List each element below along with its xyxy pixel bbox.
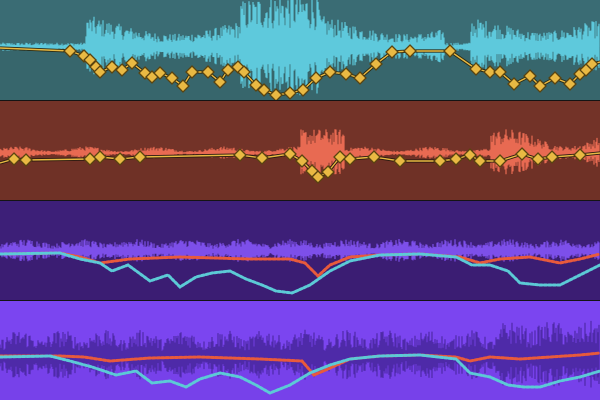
track-1-envelope-node[interactable]: [353, 71, 367, 85]
track-2-envelope-node[interactable]: [7, 152, 21, 166]
track-3-curve-b: [0, 251, 600, 295]
track-1-envelope-node[interactable]: [523, 69, 537, 83]
track-2-envelope-node[interactable]: [433, 154, 447, 168]
track-1-envelope-node[interactable]: [548, 71, 562, 85]
track-1-envelope-node[interactable]: [283, 86, 297, 100]
track-1-envelope-node[interactable]: [63, 44, 77, 58]
track-1-envelope-node[interactable]: [201, 65, 215, 79]
track-1-envelope-node[interactable]: [443, 44, 457, 58]
audio-track-3[interactable]: [0, 200, 600, 300]
track-2-envelope-node[interactable]: [545, 150, 559, 164]
track-2-envelope-node[interactable]: [463, 148, 477, 162]
track-4-curve-a: [0, 351, 600, 377]
track-2-envelope-node[interactable]: [321, 165, 335, 179]
track-1-envelope-node[interactable]: [533, 79, 547, 93]
track-1-envelope-node[interactable]: [309, 71, 323, 85]
track-2-envelope-node[interactable]: [311, 170, 325, 184]
track-1-envelope-node[interactable]: [176, 79, 190, 93]
track-1-envelope-node[interactable]: [563, 77, 577, 91]
track-1-waveform: [0, 0, 600, 97]
track-2-envelope-node[interactable]: [367, 150, 381, 164]
track-2-envelope-node[interactable]: [343, 152, 357, 166]
audio-track-2[interactable]: [0, 100, 600, 200]
track-1-envelope-node[interactable]: [369, 57, 383, 71]
track-2-envelope-node[interactable]: [515, 147, 529, 161]
track-1-canvas: [0, 0, 600, 100]
track-1-envelope-node[interactable]: [257, 83, 271, 97]
track-3-curve-a: [0, 251, 600, 279]
track-4-curve-b: [0, 353, 600, 395]
track-2-canvas: [0, 101, 600, 200]
track-1-envelope-node[interactable]: [213, 75, 227, 89]
track-1-envelope-node[interactable]: [105, 60, 119, 74]
track-1-envelope-node[interactable]: [83, 53, 97, 67]
track-2-envelope-node[interactable]: [573, 148, 587, 162]
track-1-envelope-node[interactable]: [153, 66, 167, 80]
track-2-envelope-node[interactable]: [393, 154, 407, 168]
track-1-envelope-node[interactable]: [249, 78, 263, 92]
track-1-envelope-node[interactable]: [385, 45, 399, 59]
track-1-envelope-node[interactable]: [125, 56, 139, 70]
track-2-envelope-node[interactable]: [473, 154, 487, 168]
track-1-envelope-node[interactable]: [403, 44, 417, 58]
track-1-envelope-node[interactable]: [93, 65, 107, 79]
track-2-envelope-node[interactable]: [449, 152, 463, 166]
track-1-envelope-node[interactable]: [507, 77, 521, 91]
track-1-envelope-node[interactable]: [585, 57, 599, 71]
track-2-envelope-node[interactable]: [333, 150, 347, 164]
track-1-envelope-node[interactable]: [115, 63, 129, 77]
track-2-envelope-line: [0, 152, 600, 178]
track-1-envelope-node[interactable]: [296, 83, 310, 97]
track-2-envelope-node[interactable]: [133, 150, 147, 164]
track-2-envelope-node[interactable]: [19, 153, 33, 167]
track-2-envelope-node[interactable]: [283, 147, 297, 161]
track-2-envelope-node[interactable]: [531, 152, 545, 166]
track-1-envelope-node[interactable]: [185, 65, 199, 79]
track-1-envelope-node[interactable]: [221, 63, 235, 77]
track-1-envelope-node[interactable]: [269, 88, 283, 100]
audio-track-1[interactable]: [0, 0, 600, 100]
track-1-envelope-node[interactable]: [469, 62, 483, 76]
track-3-canvas: [0, 201, 600, 300]
track-1-envelope-node[interactable]: [493, 65, 507, 79]
track-4-canvas: [0, 301, 600, 400]
track-1-envelope-node[interactable]: [165, 71, 179, 85]
track-2-envelope-node[interactable]: [255, 151, 269, 165]
track-1-envelope-node[interactable]: [237, 65, 251, 79]
track-3-waveform: [0, 239, 600, 262]
track-2-envelope-node[interactable]: [113, 152, 127, 166]
track-2-envelope-node[interactable]: [493, 154, 507, 168]
track-1-envelope-node[interactable]: [483, 65, 497, 79]
track-1-envelope-node[interactable]: [339, 67, 353, 81]
track-2-envelope-node[interactable]: [233, 148, 247, 162]
track-2-envelope-node[interactable]: [93, 150, 107, 164]
audio-track-4[interactable]: [0, 300, 600, 400]
track-1-envelope-node[interactable]: [323, 65, 337, 79]
track-2-envelope-node[interactable]: [295, 154, 309, 168]
